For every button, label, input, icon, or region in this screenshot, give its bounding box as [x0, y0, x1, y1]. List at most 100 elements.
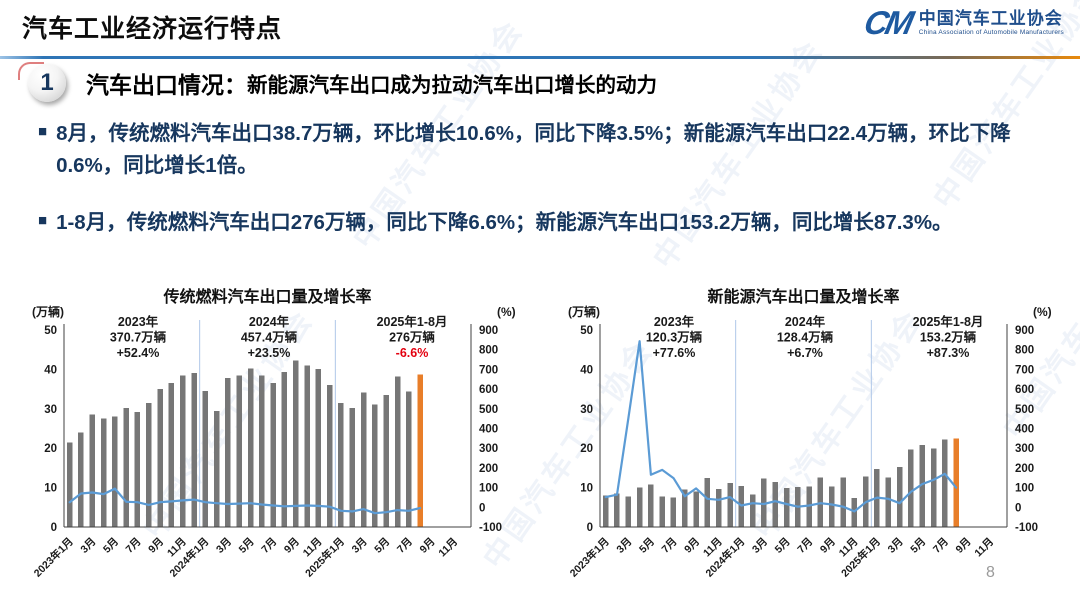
section-number-badge: 1 [28, 64, 66, 102]
svg-text:7月: 7月 [395, 536, 415, 556]
bullet-item: ■ 1-8月，传统燃料汽车出口276万辆，同比下降6.6%；新能源汽车出口153… [38, 207, 1054, 239]
svg-text:200: 200 [1015, 463, 1034, 475]
svg-text:800: 800 [1015, 345, 1034, 357]
svg-text:9月: 9月 [682, 536, 702, 556]
svg-text:300: 300 [479, 443, 498, 455]
bullet-item: ■ 8月，传统燃料汽车出口38.7万辆，环比增长10.6%，同比下降3.5%；新… [38, 118, 1054, 183]
svg-text:+23.5%: +23.5% [248, 346, 291, 360]
section-heading-row: 1 汽车出口情况： 新能源汽车出口成为拉动汽车出口增长的动力 [28, 64, 657, 102]
caam-logo-mark-icon: CM [861, 4, 915, 41]
svg-text:+52.4%: +52.4% [117, 346, 160, 360]
page-number: 8 [986, 564, 995, 581]
svg-text:9月: 9月 [818, 536, 838, 556]
svg-text:-6.6%: -6.6% [396, 346, 429, 360]
svg-text:9月: 9月 [954, 536, 974, 556]
svg-text:7月: 7月 [660, 536, 680, 556]
svg-text:20: 20 [44, 443, 57, 455]
bullet-square-icon: ■ [38, 123, 48, 140]
right-axis-unit-label: (%) [497, 305, 516, 319]
svg-text:5月: 5月 [908, 536, 928, 556]
page-title: 汽车工业经济运行特点 [22, 15, 283, 43]
svg-text:400: 400 [1015, 424, 1034, 436]
left-axis-unit-label: (万辆) [32, 304, 64, 319]
bar-series [602, 438, 959, 527]
svg-text:2025年1-8月: 2025年1-8月 [913, 314, 984, 329]
svg-text:200: 200 [479, 463, 498, 475]
svg-text:11月: 11月 [972, 536, 996, 560]
svg-text:40: 40 [44, 364, 57, 376]
svg-text:457.4万辆: 457.4万辆 [241, 330, 298, 345]
svg-text:7月: 7月 [124, 536, 144, 556]
svg-text:5月: 5月 [372, 536, 392, 556]
svg-text:2023年: 2023年 [654, 314, 695, 329]
svg-text:300: 300 [1015, 443, 1034, 455]
svg-text:2025年1-8月: 2025年1-8月 [377, 314, 448, 329]
svg-text:40: 40 [580, 364, 593, 376]
svg-text:900: 900 [1015, 325, 1034, 337]
svg-text:700: 700 [479, 364, 498, 376]
svg-text:9月: 9月 [146, 536, 166, 556]
right-axis-unit-label: (%) [1033, 305, 1052, 319]
svg-text:20: 20 [580, 443, 593, 455]
svg-text:2023年: 2023年 [118, 314, 159, 329]
chart-svg: 0 10 20 30 40 50 -100 0 100 200 300 400 500 600 700 800… [567, 287, 1052, 580]
svg-text:0: 0 [479, 502, 485, 514]
bullet-square-icon: ■ [38, 211, 48, 229]
svg-text:153.2万辆: 153.2万辆 [920, 330, 977, 345]
svg-text:100: 100 [479, 483, 498, 495]
svg-text:+87.3%: +87.3% [927, 346, 970, 360]
svg-text:-100: -100 [479, 522, 502, 534]
svg-text:370.7万辆: 370.7万辆 [110, 330, 167, 345]
svg-text:7月: 7月 [259, 536, 279, 556]
svg-text:3月: 3月 [78, 536, 98, 556]
svg-text:5月: 5月 [637, 536, 657, 556]
svg-text:2023年1月: 2023年1月 [567, 535, 612, 580]
svg-text:120.3万辆: 120.3万辆 [646, 330, 703, 345]
chart-title: 传统燃料汽车出口量及增长率 [162, 287, 371, 306]
svg-text:0: 0 [51, 522, 57, 534]
svg-text:2023年1月: 2023年1月 [31, 535, 76, 580]
logo-org-name-cn: 中国汽车工业协会 [918, 8, 1063, 28]
svg-text:9月: 9月 [282, 536, 302, 556]
svg-text:600: 600 [1015, 384, 1034, 396]
chart-nev-exports: 0 10 20 30 40 50 -100 0 100 200 300 400 500 600 700 800… [562, 282, 1067, 600]
left-axis-unit-label: (万辆) [568, 304, 600, 319]
svg-text:10: 10 [580, 483, 593, 495]
svg-text:5月: 5月 [237, 536, 257, 556]
section-subheading: 新能源汽车出口成为拉动汽车出口增长的动力 [247, 74, 657, 97]
growth-rate-line [604, 340, 958, 513]
svg-text:30: 30 [580, 404, 593, 416]
svg-text:5月: 5月 [773, 536, 793, 556]
svg-text:+77.6%: +77.6% [653, 346, 696, 360]
caam-logo-text: 中国汽车工业协会 China Association of Automobile… [919, 9, 1064, 36]
axis-tick-labels: 0 10 20 30 40 50 -100 0 100 200 300 400 500 600 700 800… [580, 325, 1038, 534]
svg-text:30: 30 [44, 404, 57, 416]
svg-text:276万辆: 276万辆 [389, 330, 435, 345]
svg-text:3月: 3月 [750, 536, 770, 556]
svg-text:500: 500 [479, 404, 498, 416]
bullet-text: 8月，传统燃料汽车出口38.7万辆，环比增长10.6%，同比下降3.5%；新能源… [56, 122, 1011, 178]
svg-text:50: 50 [580, 325, 593, 337]
chart-title: 新能源汽车出口量及增长率 [707, 287, 899, 306]
svg-text:600: 600 [479, 384, 498, 396]
svg-text:128.4万辆: 128.4万辆 [777, 330, 834, 345]
svg-text:5月: 5月 [101, 536, 121, 556]
svg-text:3月: 3月 [214, 536, 234, 556]
svg-text:3月: 3月 [350, 536, 370, 556]
svg-text:900: 900 [479, 325, 498, 337]
bullet-text: 1-8月，传统燃料汽车出口276万辆，同比下降6.6%；新能源汽车出口153.2… [56, 210, 953, 234]
title-divider [0, 56, 1080, 59]
svg-text:3月: 3月 [886, 536, 906, 556]
logo-org-name-en: China Association of Automobile Manufact… [918, 28, 1064, 36]
svg-text:0: 0 [1015, 502, 1021, 514]
svg-text:10: 10 [44, 483, 57, 495]
svg-text:400: 400 [479, 424, 498, 436]
